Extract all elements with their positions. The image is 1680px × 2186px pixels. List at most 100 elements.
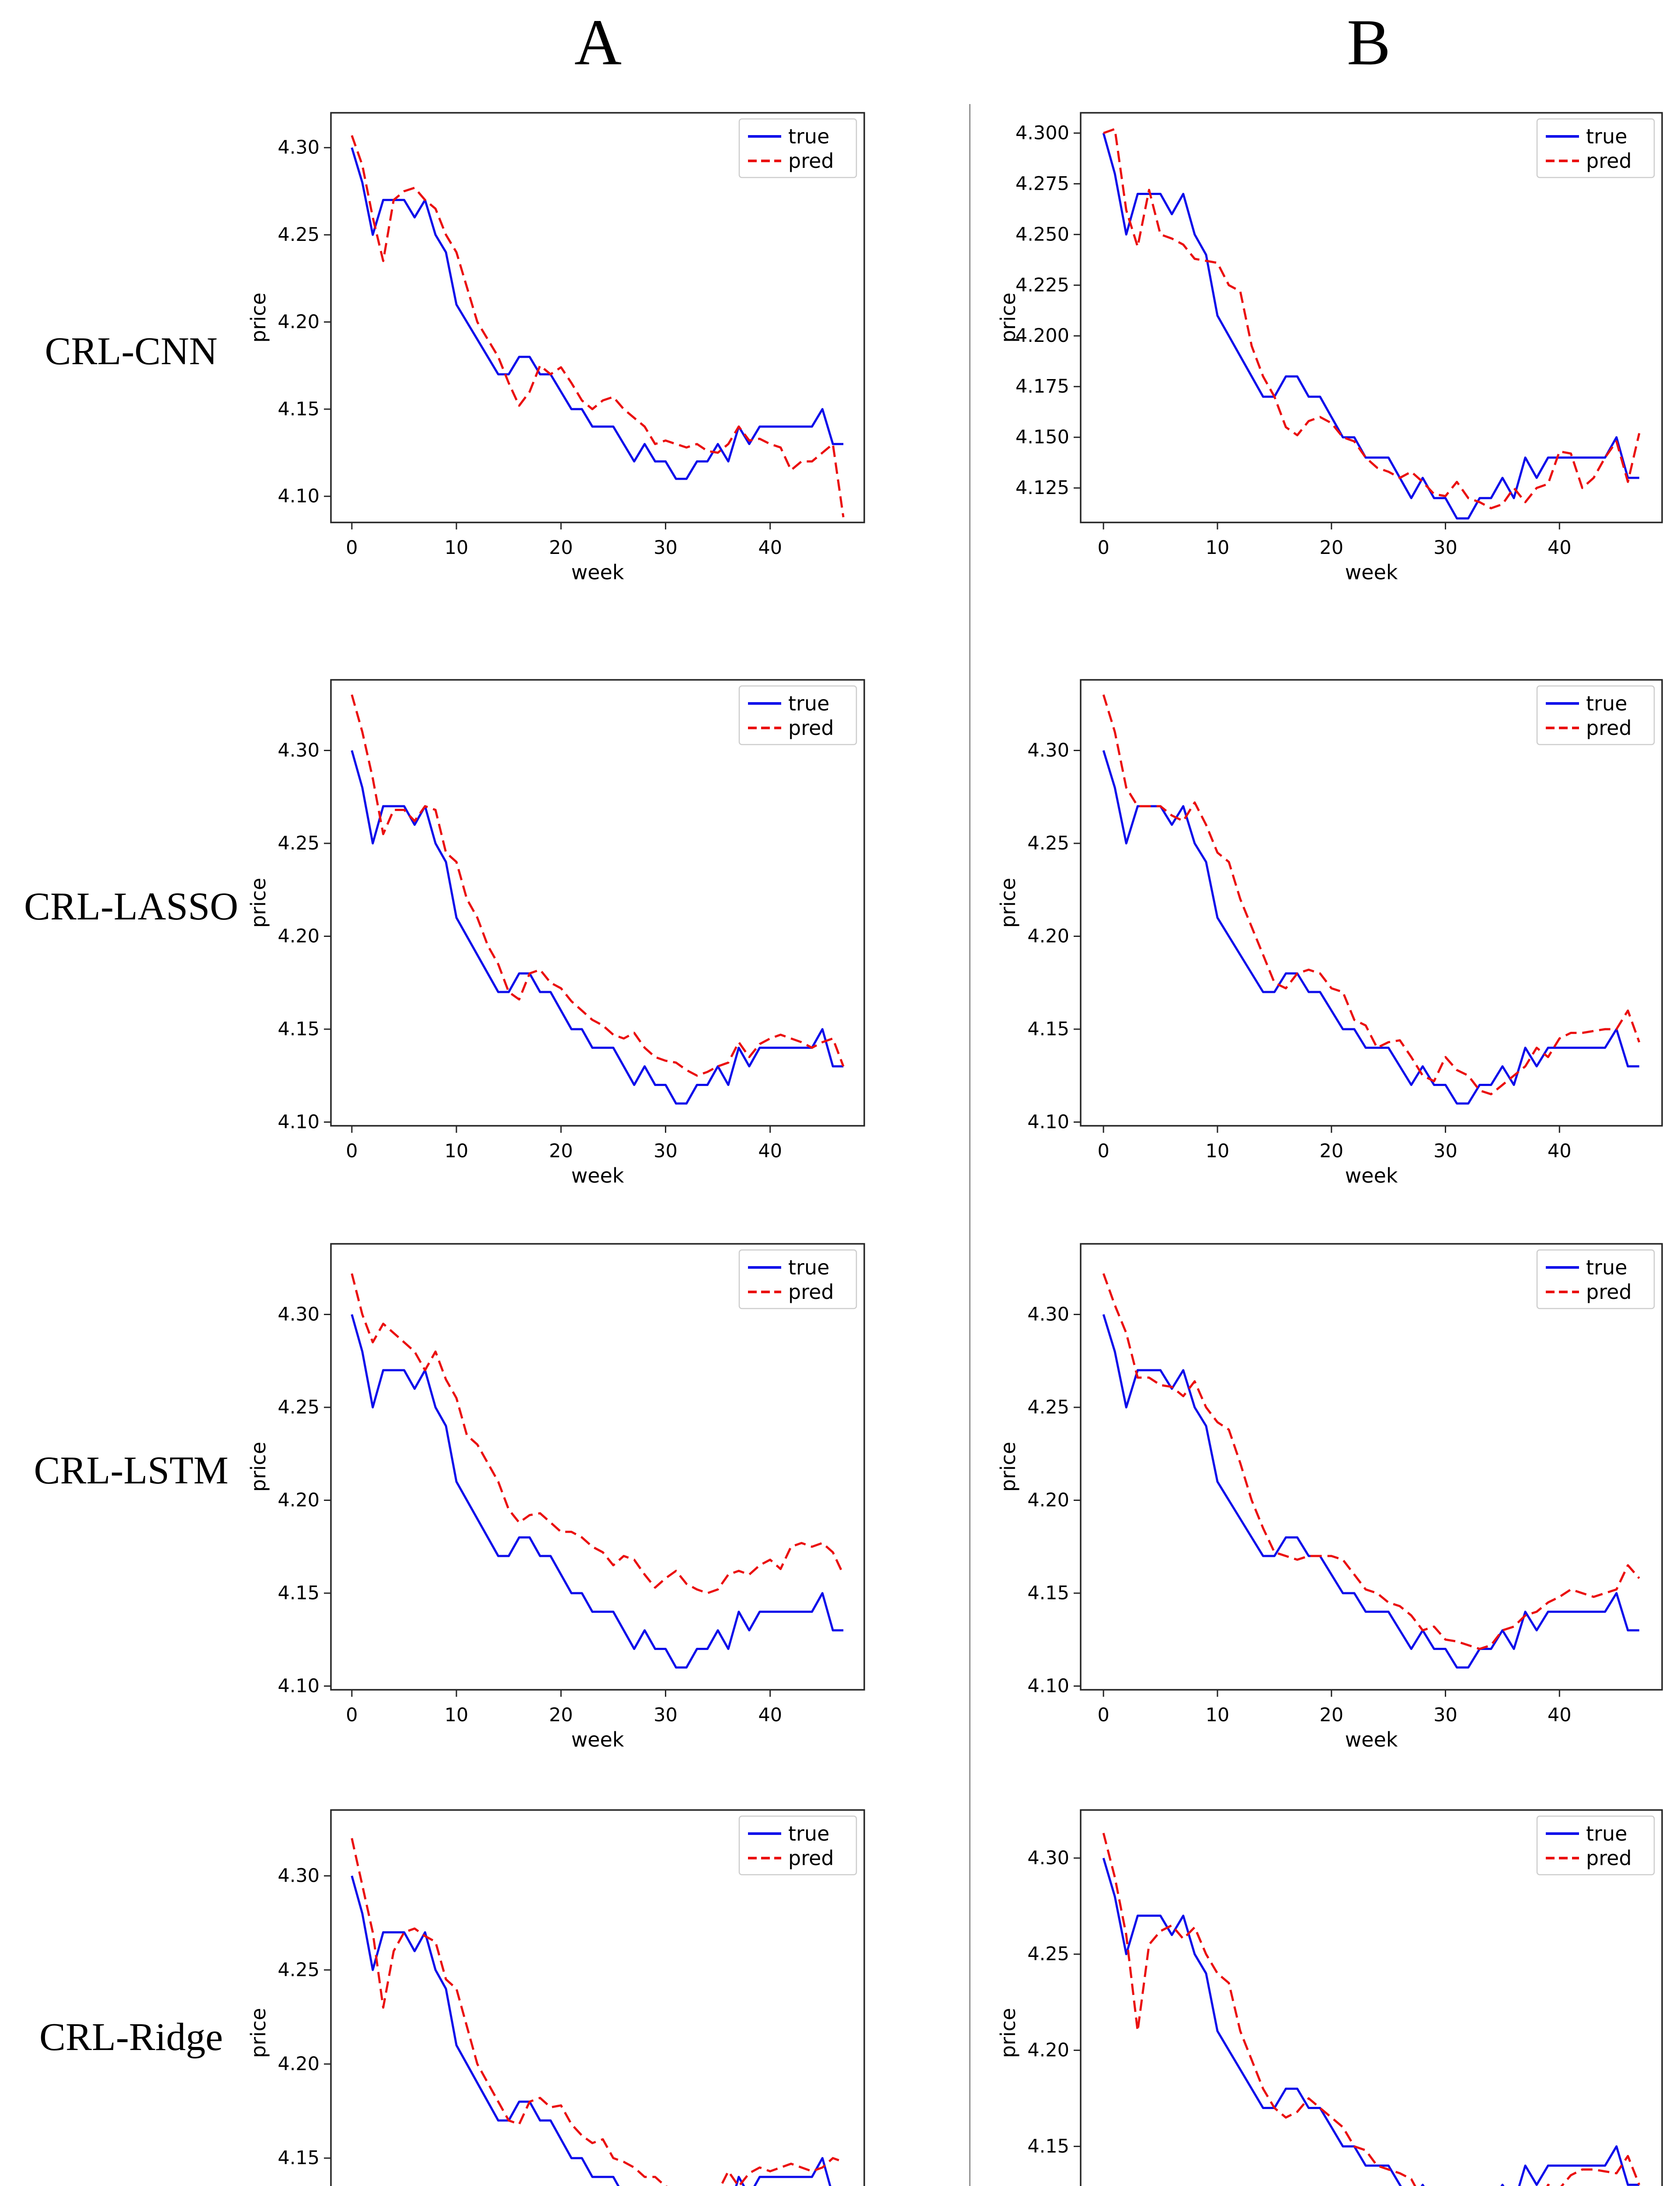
- x-tick-label: 0: [346, 1704, 358, 1726]
- true-line: [351, 1314, 844, 1669]
- y-tick-label: 4.175: [1016, 376, 1069, 397]
- legend-box: [1536, 1249, 1655, 1309]
- y-tick-label: 4.15: [1027, 1018, 1069, 1040]
- legend-true-label: true: [788, 692, 829, 715]
- y-tick-label: 4.20: [278, 311, 320, 333]
- row-label-crl-lasso: CRL-LASSO: [24, 885, 239, 928]
- y-tick-label: 4.20: [278, 1490, 320, 1511]
- x-tick-label: 40: [1548, 1704, 1572, 1726]
- pred-line: [351, 1273, 845, 1594]
- pred-line: [1102, 1273, 1640, 1650]
- y-tick-label: 4.15: [278, 398, 320, 420]
- y-tick-label: 4.20: [1027, 926, 1069, 947]
- row-label-crl-lstm: CRL-LSTM: [34, 1449, 229, 1492]
- legend-box: [1536, 1815, 1655, 1876]
- x-tick-label: 30: [654, 1140, 678, 1162]
- y-tick-label: 4.20: [278, 2053, 320, 2075]
- legend-true-label: true: [1586, 1256, 1627, 1279]
- x-tick-label: 40: [1548, 1140, 1572, 1162]
- x-tick-label: 40: [758, 537, 782, 559]
- y-axis-label: price: [247, 292, 270, 342]
- x-tick-label: 30: [1433, 1140, 1457, 1162]
- x-axis-label: week: [571, 560, 624, 584]
- x-tick-label: 10: [445, 1140, 469, 1162]
- x-tick-label: 20: [1319, 1140, 1343, 1162]
- legend-true-label: true: [1586, 692, 1627, 715]
- x-tick-label: 0: [1097, 1704, 1109, 1726]
- legend-box: [1536, 118, 1655, 178]
- x-axis-label: week: [1345, 560, 1398, 584]
- y-tick-label: 4.20: [1027, 2040, 1069, 2061]
- legend-true-label: true: [1586, 125, 1627, 148]
- x-tick-label: 20: [549, 1140, 573, 1162]
- y-tick-label: 4.30: [278, 740, 320, 762]
- column-divider: [969, 104, 970, 2186]
- true-line: [351, 147, 844, 480]
- y-tick-label: 4.275: [1016, 173, 1069, 195]
- true-line: [351, 750, 844, 1105]
- y-tick-label: 4.30: [278, 1304, 320, 1326]
- y-axis-label: price: [247, 2008, 270, 2058]
- x-tick-label: 0: [346, 537, 358, 559]
- y-axis-label: price: [996, 1442, 1020, 1492]
- y-tick-label: 4.225: [1016, 274, 1069, 296]
- pred-line: [351, 694, 845, 1077]
- y-tick-label: 4.20: [1027, 1490, 1069, 1511]
- y-tick-label: 4.15: [278, 2147, 320, 2169]
- pred-line: [1103, 128, 1641, 509]
- legend-pred-label: pred: [788, 716, 834, 740]
- x-tick-label: 0: [1097, 537, 1109, 559]
- y-tick-label: 4.250: [1016, 223, 1069, 245]
- legend-box: [738, 1815, 857, 1876]
- true-line: [1102, 1314, 1639, 1669]
- legend-pred-label: pred: [1586, 716, 1632, 740]
- x-tick-label: 30: [1433, 537, 1457, 559]
- x-tick-label: 20: [549, 1704, 573, 1726]
- true-line: [351, 1875, 831, 2186]
- legend-pred-label: pred: [788, 1280, 834, 1304]
- y-axis-label: price: [247, 878, 270, 928]
- y-tick-label: 4.10: [278, 1111, 320, 1133]
- y-tick-label: 4.10: [1027, 1111, 1069, 1133]
- y-tick-label: 4.30: [278, 1865, 320, 1887]
- y-tick-label: 4.25: [278, 832, 320, 854]
- x-tick-label: 40: [758, 1704, 782, 1726]
- legend-box: [738, 1249, 857, 1309]
- plot-area: [1080, 112, 1663, 523]
- legend-box: [1536, 685, 1655, 745]
- y-tick-label: 4.30: [1027, 1847, 1069, 1869]
- y-tick-label: 4.10: [278, 485, 320, 507]
- row-label-crl-cnn: CRL-CNN: [45, 330, 218, 373]
- y-tick-label: 4.25: [1027, 1396, 1069, 1418]
- y-axis-label: price: [996, 292, 1020, 342]
- y-tick-label: 4.10: [1027, 1675, 1069, 1697]
- y-tick-label: 4.300: [1016, 122, 1069, 144]
- pred-line: [351, 1838, 844, 2186]
- y-tick-label: 4.30: [278, 137, 320, 159]
- x-tick-label: 10: [445, 1704, 469, 1726]
- plot-area: [1080, 1243, 1663, 1691]
- x-tick-label: 20: [1319, 1704, 1343, 1726]
- legend-pred-label: pred: [788, 149, 834, 173]
- x-tick-label: 40: [758, 1140, 782, 1162]
- x-axis-label: week: [1345, 1728, 1398, 1751]
- column-header-b: B: [1346, 6, 1391, 79]
- y-tick-label: 4.10: [278, 1675, 320, 1697]
- y-axis-label: price: [247, 1442, 270, 1492]
- plot-area: [1080, 679, 1663, 1127]
- y-tick-label: 4.15: [278, 1018, 320, 1040]
- legend-true-label: true: [788, 1822, 829, 1845]
- y-tick-label: 4.25: [1027, 832, 1069, 854]
- y-tick-label: 4.20: [278, 926, 320, 947]
- x-tick-label: 10: [1206, 1140, 1230, 1162]
- x-tick-label: 0: [1097, 1140, 1109, 1162]
- x-tick-label: 10: [1206, 1704, 1230, 1726]
- plot-area: [330, 1243, 865, 1691]
- y-tick-label: 4.30: [1027, 1304, 1069, 1326]
- y-tick-label: 4.25: [278, 224, 320, 246]
- legend-pred-label: pred: [788, 1846, 834, 1870]
- y-tick-label: 4.25: [1027, 1943, 1069, 1965]
- pred-line: [1102, 694, 1641, 1096]
- y-tick-label: 4.150: [1016, 426, 1069, 448]
